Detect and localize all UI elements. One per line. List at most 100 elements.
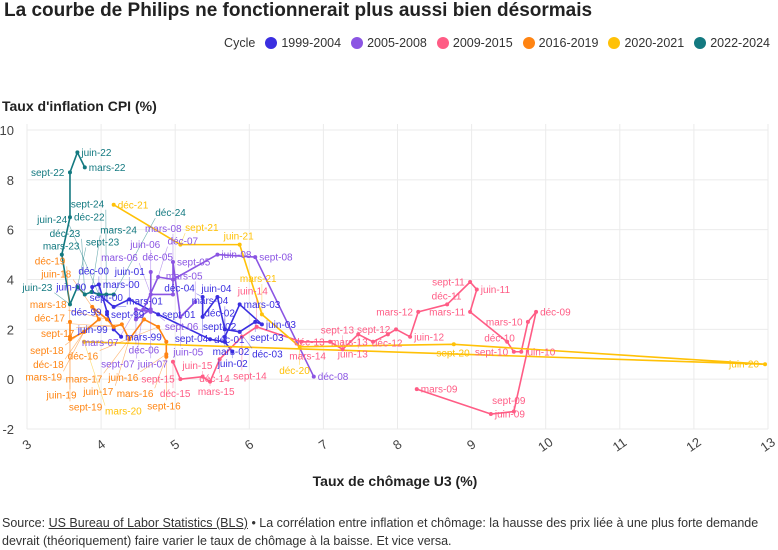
legend-item[interactable]: 2016-2019 (522, 36, 598, 50)
point-label: juin-18 (40, 270, 71, 281)
point-label: déc-09 (540, 307, 571, 318)
legend-label: 2020-2021 (624, 36, 685, 50)
point-label: sept-20 (436, 348, 470, 359)
data-point (148, 270, 153, 275)
legend-label: 2009-2015 (452, 36, 513, 50)
label-leader-line (103, 319, 145, 374)
point-label: déc-04 (164, 284, 195, 295)
data-point (416, 309, 421, 314)
legend-item[interactable]: 2020-2021 (608, 36, 684, 50)
label-leader-line (67, 309, 108, 320)
source-link[interactable]: US Bureau of Labor Statistics (BLS) (48, 516, 248, 530)
point-label: déc-17 (34, 313, 65, 324)
point-label: mars-01 (126, 297, 163, 308)
point-label: juin-22 (80, 148, 111, 159)
legend-item[interactable]: 2022-2024 (694, 36, 770, 50)
point-label: déc-20 (279, 366, 310, 377)
point-label: déc-12 (372, 338, 403, 349)
point-label: déc-13 (294, 337, 325, 348)
point-label: sept-11 (432, 277, 465, 288)
point-label: sept-04 (175, 334, 209, 345)
legend-title: Cycle (224, 36, 256, 50)
legend-swatch (608, 37, 621, 49)
footer-note: Source: US Bureau of Labor Statistics (B… (2, 514, 772, 550)
data-point (111, 292, 116, 297)
point-label: mars-99 (125, 332, 162, 343)
label-leader-line (180, 233, 186, 245)
point-label: sept-23 (86, 237, 120, 248)
point-label: sept-21 (185, 223, 219, 234)
point-label: sept-16 (147, 401, 181, 412)
label-leader-line (81, 238, 86, 295)
data-point (237, 242, 242, 247)
x-tick-label: 6 (242, 436, 257, 452)
data-point (297, 344, 302, 349)
point-label: juin-02 (217, 359, 248, 370)
label-leader-line (114, 339, 130, 386)
point-label: sept-19 (69, 402, 103, 413)
data-point (75, 284, 80, 289)
x-tick-label: 13 (757, 434, 777, 455)
point-label: sept-05 (177, 258, 211, 269)
leader-layer (54, 209, 515, 412)
point-label: sept-22 (31, 168, 65, 179)
point-label: sept-07 (101, 360, 135, 371)
data-point (222, 327, 227, 332)
legend-item[interactable]: 2009-2015 (436, 36, 513, 50)
x-tick-label: 9 (464, 436, 479, 452)
data-point (111, 202, 116, 207)
point-label: mars-09 (421, 385, 458, 396)
legend-label: 2022-2024 (710, 36, 770, 50)
data-point (385, 332, 390, 337)
point-label: déc-11 (432, 291, 462, 302)
data-point (178, 377, 183, 382)
legend-item[interactable]: 2005-2008 (351, 36, 427, 50)
legend-item[interactable]: 1999-2004 (265, 36, 341, 50)
point-label: déc-01 (214, 335, 245, 346)
data-point (170, 277, 175, 282)
data-point (237, 329, 242, 334)
point-label: déc-21 (118, 200, 149, 211)
point-label: juin-21 (223, 232, 254, 243)
point-label: déc-99 (71, 307, 102, 318)
point-label: mars-17 (66, 374, 103, 385)
data-point (119, 322, 124, 327)
data-point (763, 362, 768, 367)
point-label: sept-08 (259, 253, 293, 264)
data-point (96, 292, 101, 297)
point-label: mars-21 (240, 274, 277, 285)
legend-swatch (436, 37, 449, 49)
y-tick-label: 10 (0, 123, 14, 138)
series-line (84, 204, 766, 366)
point-label: sept-24 (71, 200, 105, 211)
data-point (59, 252, 64, 257)
data-point (394, 327, 399, 332)
data-point (82, 329, 87, 334)
data-point (200, 314, 205, 319)
label-leader-line (83, 341, 106, 406)
legend: Cycle 1999-2004 2005-2008 2009-2015 2016-20… (224, 36, 770, 50)
point-label: mars-15 (198, 387, 235, 398)
data-point (259, 312, 264, 317)
series-line (172, 281, 537, 415)
data-point (133, 307, 138, 312)
data-point (67, 319, 72, 324)
point-label: mars-06 (101, 253, 138, 264)
point-label: mars-24 (100, 225, 137, 236)
label-leader-line (72, 279, 93, 308)
label-leader-line (119, 309, 137, 337)
point-label: sept-14 (233, 371, 267, 382)
point-label: déc-16 (68, 352, 99, 363)
data-point (105, 309, 110, 314)
point-label: sept-13 (321, 325, 355, 336)
data-point (156, 312, 161, 317)
data-point (90, 284, 95, 289)
point-label: juin-06 (129, 240, 160, 251)
point-label: déc-15 (160, 389, 191, 400)
point-label: juin-15 (181, 361, 212, 372)
point-label: déc-00 (78, 266, 109, 277)
point-label: sept-01 (162, 310, 196, 321)
point-label: juin-99 (77, 325, 108, 336)
point-label: juin-04 (200, 284, 231, 295)
label-leader-line (113, 218, 156, 295)
